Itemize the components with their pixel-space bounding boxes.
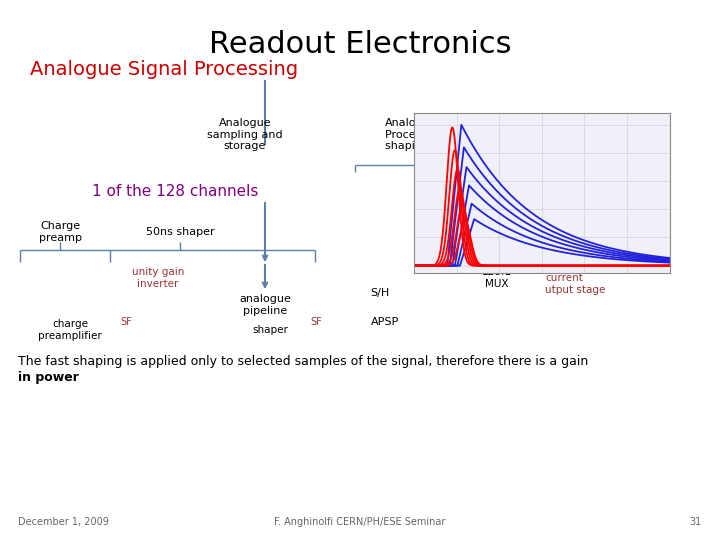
Text: Charge
preamp: Charge preamp (38, 221, 81, 243)
Text: December 1, 2009: December 1, 2009 (18, 517, 109, 527)
Text: unity gain
inverter: unity gain inverter (132, 267, 184, 289)
Text: SF: SF (120, 317, 132, 327)
Text: shaper: shaper (252, 325, 288, 335)
Text: 31: 31 (690, 517, 702, 527)
Text: 1 of the 128 channels: 1 of the 128 channels (92, 185, 258, 199)
Text: Analogue Signal Processing: Analogue Signal Processing (30, 60, 298, 79)
Text: analogue
pipeline: analogue pipeline (239, 294, 291, 316)
Text: SF: SF (310, 317, 322, 327)
Text: F. Anghinolfi CERN/PH/ESE Seminar: F. Anghinolfi CERN/PH/ESE Seminar (274, 517, 446, 527)
Text: programmable
gain: programmable gain (446, 221, 528, 243)
Text: differential
current
utput stage: differential current utput stage (545, 261, 606, 295)
Text: 50ns shaper: 50ns shaper (145, 227, 215, 237)
Text: Readout Electronics: Readout Electronics (209, 30, 511, 59)
Text: Analogue
sampling and
storage: Analogue sampling and storage (207, 118, 283, 151)
Text: The fast shaping is applied only to selected samples of the signal, therefore th: The fast shaping is applied only to sele… (18, 355, 588, 368)
Text: Analog
Processor, 25ns
shaping time: Analog Processor, 25ns shaping time (385, 118, 472, 151)
Text: 128:1
MUX: 128:1 MUX (482, 267, 512, 289)
Text: in power: in power (18, 372, 79, 384)
Text: APSP: APSP (371, 317, 399, 327)
Text: S/H: S/H (370, 288, 390, 298)
Text: charge
preamplifier: charge preamplifier (38, 319, 102, 341)
